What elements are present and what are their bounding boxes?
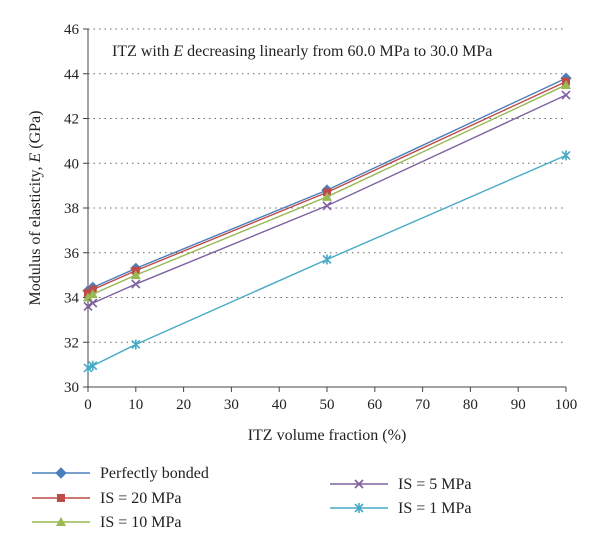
y-tick-label-46: 46: [64, 22, 80, 38]
data-point-4-2: [131, 339, 141, 350]
data-point-4-3: [322, 254, 332, 265]
x-tick-label-70: 70: [415, 397, 430, 413]
data-point-4-0: [83, 362, 93, 373]
y-tick-label-42: 42: [64, 112, 79, 128]
series-4: [83, 150, 571, 373]
series-group: [82, 72, 572, 373]
data-point-2-3: [322, 191, 332, 201]
series-3: [83, 90, 571, 312]
x-tick-label-30: 30: [224, 397, 239, 413]
x-tick-label-50: 50: [320, 397, 335, 413]
data-point-2-4: [561, 79, 571, 89]
x-tick-label-10: 10: [128, 397, 143, 413]
x-tick-label-100: 100: [555, 397, 578, 413]
x-tick-label-20: 20: [176, 397, 191, 413]
legend-marker-3: [354, 479, 364, 489]
legend: Perfectly bonded IS = 20 MPa IS = 10 MPa IS…: [32, 465, 471, 531]
data-point-3-3: [322, 201, 332, 211]
data-point-3-0: [83, 301, 93, 312]
x-tick-label-0: 0: [84, 397, 92, 413]
legend-marker-2: [56, 517, 66, 526]
legend-marker-4: [354, 503, 364, 513]
y-tick-label-32: 32: [64, 335, 79, 351]
data-point-3-4: [561, 90, 571, 100]
data-point-4-4: [561, 150, 571, 161]
data-point-2-0: [83, 292, 93, 302]
y-tick-label-30: 30: [64, 380, 79, 396]
y-tick-label-38: 38: [64, 201, 79, 217]
legend-item-2: IS = 10 MPa: [32, 514, 181, 531]
series-2: [83, 79, 571, 302]
x-tick-label-40: 40: [272, 397, 287, 413]
legend-marker-1: [57, 494, 65, 502]
legend-label-4: IS = 1 MPa: [398, 500, 471, 517]
x-tick-label-80: 80: [463, 397, 478, 413]
data-point-2-1: [87, 289, 98, 299]
data-point-3-2: [131, 279, 141, 289]
y-axis-label: Modulus of elasticity, E (GPa): [27, 111, 44, 306]
y-tick-label-34: 34: [64, 291, 80, 307]
legend-item-0: Perfectly bonded: [32, 465, 209, 482]
x-tick-label-90: 90: [511, 397, 526, 413]
legend-label-0: Perfectly bonded: [100, 465, 209, 482]
y-tick-label-44: 44: [64, 67, 80, 83]
legend-item-1: IS = 20 MPa: [32, 490, 181, 507]
x-tick-label-60: 60: [367, 397, 382, 413]
legend-label-1: IS = 20 MPa: [100, 490, 181, 507]
data-point-4-1: [88, 360, 98, 371]
legend-item-4: IS = 1 MPa: [330, 500, 471, 517]
y-tick-label-36: 36: [64, 246, 80, 262]
data-point-2-2: [130, 270, 141, 280]
y-tick-label-40: 40: [64, 156, 79, 172]
legend-label-2: IS = 10 MPa: [100, 514, 181, 531]
data-point-3-1: [88, 298, 98, 308]
chart-annotation: ITZ with E decreasing linearly from 60.0…: [112, 43, 492, 60]
legend-label-3: IS = 5 MPa: [398, 476, 471, 493]
legend-item-3: IS = 5 MPa: [330, 476, 471, 493]
tick-labels: 30 32 34 36 38 40 42 44 46 0 10 20 30 40 50 60 70 80 90 100: [64, 22, 577, 413]
x-axis-label: ITZ volume fraction (%): [248, 427, 407, 444]
axes: [83, 28, 567, 392]
legend-marker-0: [55, 467, 67, 479]
